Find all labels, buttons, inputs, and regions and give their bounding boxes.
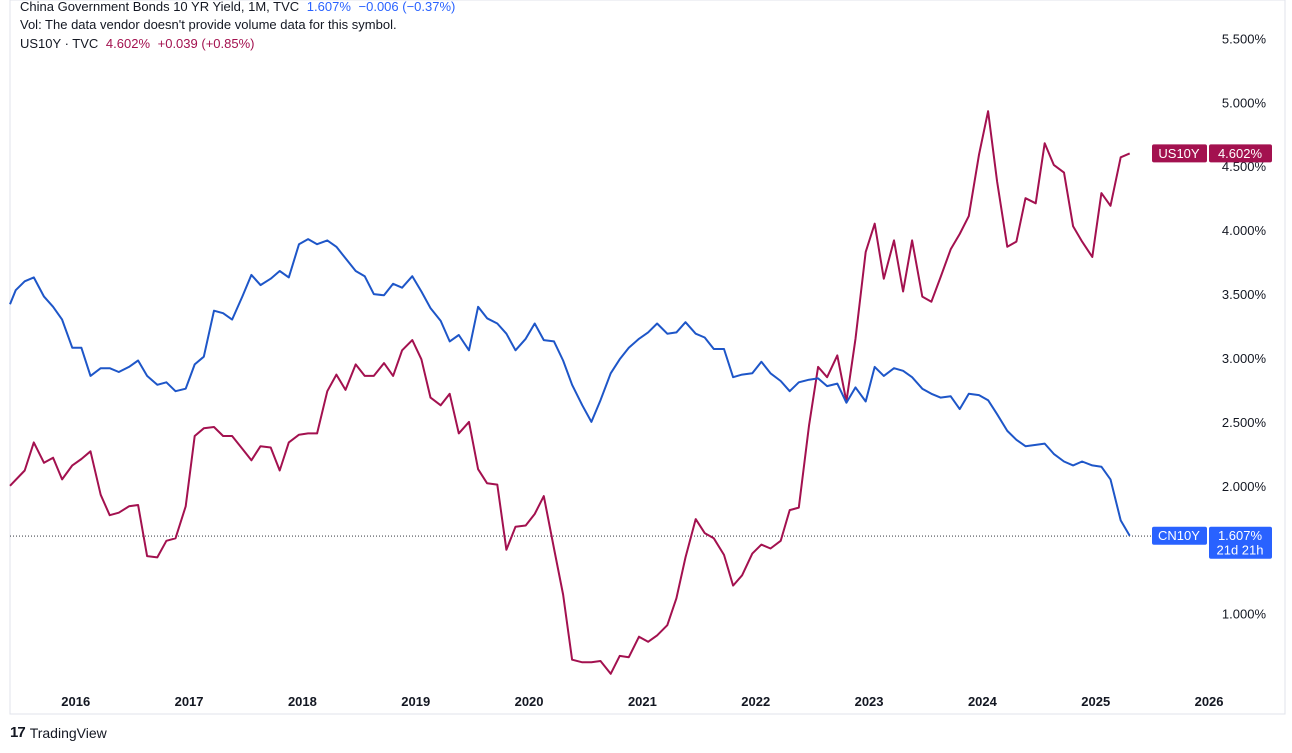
x-tick-label: 2020 xyxy=(515,694,544,709)
y-tick-label: 3.500% xyxy=(1222,287,1267,302)
legend-us10y-title: US10Y · TVC xyxy=(20,36,99,51)
cn10y-tag-bg xyxy=(1152,526,1207,545)
series-line-cn10y xyxy=(9,238,1131,537)
x-tick-label: 2026 xyxy=(1195,694,1224,709)
us10y-price-label: US10Y 4.602% xyxy=(1152,144,1272,163)
x-tick-label: 2024 xyxy=(968,694,998,709)
series-line-us10y xyxy=(9,110,1131,675)
legend-us10y: US10Y · TVC 4.602% +0.039 (+0.85%) xyxy=(20,35,254,52)
x-tick-label: 2022 xyxy=(741,694,770,709)
cn10y-price-label: CN10Y 1.607% 21d 21h xyxy=(1152,526,1272,559)
legend-volume-note: Vol: The data vendor doesn't provide vol… xyxy=(20,17,397,32)
y-tick-label: 3.000% xyxy=(1222,351,1267,366)
cn10y-tag: CN10Y xyxy=(1158,528,1200,543)
legend-cn10y-title: China Government Bonds 10 YR Yield, 1M, … xyxy=(20,0,300,14)
us10y-tag: US10Y xyxy=(1158,146,1200,161)
legend-cn10y: China Government Bonds 10 YR Yield, 1M, … xyxy=(20,0,455,15)
tradingview-logo-icon: 17 xyxy=(10,724,26,741)
us10y-value-bg xyxy=(1209,144,1272,163)
cn10y-value-bg xyxy=(1209,526,1272,559)
x-tick-label: 2016 xyxy=(61,694,90,709)
series-layer xyxy=(9,110,1131,675)
x-tick-label: 2021 xyxy=(628,694,657,709)
x-tick-label: 2023 xyxy=(855,694,884,709)
us10y-value: 4.602% xyxy=(1218,146,1263,161)
cn10y-countdown: 21d 21h xyxy=(1217,543,1264,558)
x-tick-label: 2025 xyxy=(1081,694,1110,709)
y-tick-label: 5.500% xyxy=(1222,31,1267,46)
y-tick-label: 4.500% xyxy=(1222,159,1267,174)
y-tick-label: 1.000% xyxy=(1222,607,1267,622)
y-tick-label: 4.000% xyxy=(1222,223,1267,238)
footer-branding[interactable]: 17 TradingView xyxy=(10,724,107,741)
plot-background xyxy=(9,0,1286,715)
us10y-tag-bg xyxy=(1152,144,1207,163)
legend-cn10y-change: −0.006 (−0.37%) xyxy=(358,0,456,14)
x-tick-label: 2017 xyxy=(175,694,204,709)
y-tick-label: 2.500% xyxy=(1222,415,1267,430)
x-tick-label: 2018 xyxy=(288,694,317,709)
legend-us10y-last: 4.602% xyxy=(105,36,150,51)
x-axis-tick-labels: 2016 2017 2018 2019 2020 2021 2022 2023 2024 2025… xyxy=(61,694,1223,709)
tradingview-brand: TradingView xyxy=(29,724,107,741)
legend-us10y-change: +0.039 (+0.85%) xyxy=(157,36,255,51)
x-tick-label: 2019 xyxy=(401,694,430,709)
legend-cn10y-last: 1.607% xyxy=(306,0,351,14)
cn10y-value: 1.607% xyxy=(1218,528,1263,543)
y-tick-label: 2.000% xyxy=(1222,479,1267,494)
y-tick-label: 5.000% xyxy=(1222,95,1267,110)
